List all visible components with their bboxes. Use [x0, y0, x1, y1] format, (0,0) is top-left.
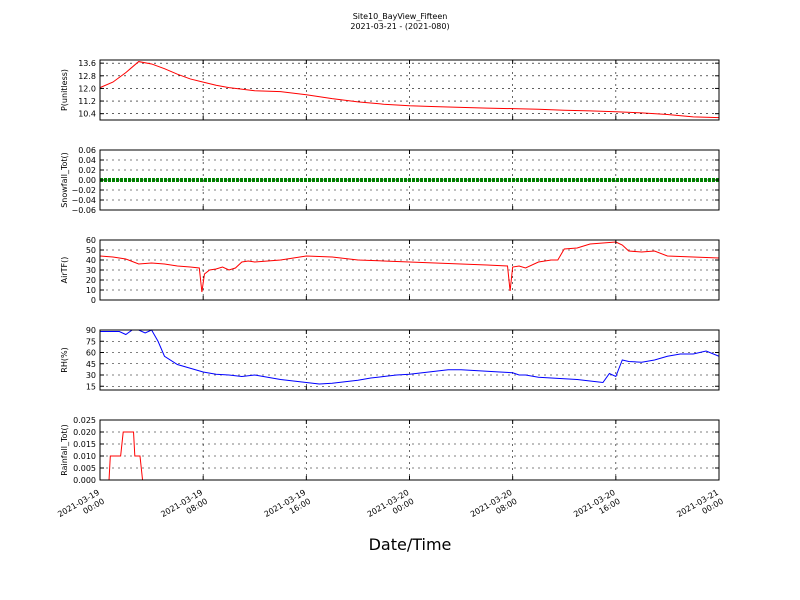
y-tick-label: 13.6 [78, 59, 96, 68]
y-tick-label: −0.04 [71, 196, 96, 205]
y-tick-label: 11.2 [78, 97, 96, 106]
subplot-2: −0.06−0.04−0.020.000.020.040.06 Snowfall_… [60, 146, 720, 215]
y-tick-label: 12.8 [78, 72, 96, 81]
y-tick-label: 75 [86, 337, 96, 346]
subplot-4: 15 30 45 60 75 90 RH(%) [60, 326, 720, 391]
y-tick-label: 0.020 [73, 428, 96, 437]
y-tick-label: 60 [86, 349, 96, 358]
y-tick-label: 12.0 [78, 84, 96, 93]
subplot-1: 10.4 11.2 12.0 12.8 13.6 P(unitless) [60, 59, 720, 121]
y-tick-label: −0.06 [71, 206, 96, 215]
y-axis-label: Rainfall_Tot() [60, 424, 69, 476]
y-tick-label: 0.000 [73, 476, 96, 485]
y-tick-label: 50 [86, 246, 96, 255]
series-line [100, 329, 720, 385]
y-axis-label: P(unitless) [60, 69, 69, 111]
series-line [100, 431, 719, 481]
y-tick-label: 0 [91, 296, 96, 305]
y-axis-label: AirTF() [60, 257, 69, 284]
y-tick-label: 30 [86, 371, 96, 380]
y-tick-label: 0.010 [73, 452, 96, 461]
y-tick-label: 30 [86, 266, 96, 275]
y-tick-label: 0.04 [78, 156, 96, 165]
y-tick-label: 15 [86, 382, 96, 391]
y-tick-label: 45 [86, 360, 96, 369]
y-tick-label: 40 [86, 256, 96, 265]
y-tick-label: 0.015 [73, 440, 96, 449]
y-tick-label: 90 [86, 326, 96, 335]
y-tick-label: 10.4 [78, 110, 96, 119]
y-tick-label: 0.02 [78, 166, 96, 175]
figure-title: Site10_BayView_Fifteen [353, 12, 448, 21]
y-tick-label: 0.00 [78, 176, 96, 185]
y-tick-label: 0.005 [73, 464, 96, 473]
subplots: 10.411.212.012.813.6P(unitless)−0.06−0.0… [56, 59, 725, 519]
y-tick-label: 60 [86, 236, 96, 245]
y-axis-label: RH(%) [60, 347, 69, 372]
x-axis-label: Date/Time [369, 535, 452, 554]
y-axis-label: Snowfall_Tot() [60, 152, 69, 208]
series-line [99, 241, 720, 293]
subplot-5: 0.000 0.005 0.010 0.015 0.020 0.025 Rainfall_T… [60, 416, 720, 485]
y-tick-label: 0.025 [73, 416, 96, 425]
figure-subtitle: 2021-03-21 - (2021-080) [350, 22, 449, 31]
y-tick-label: 0.06 [78, 146, 96, 155]
y-tick-label: 10 [86, 286, 96, 295]
series-line [99, 61, 720, 119]
y-tick-label: −0.02 [71, 186, 96, 195]
y-tick-label: 20 [86, 276, 96, 285]
